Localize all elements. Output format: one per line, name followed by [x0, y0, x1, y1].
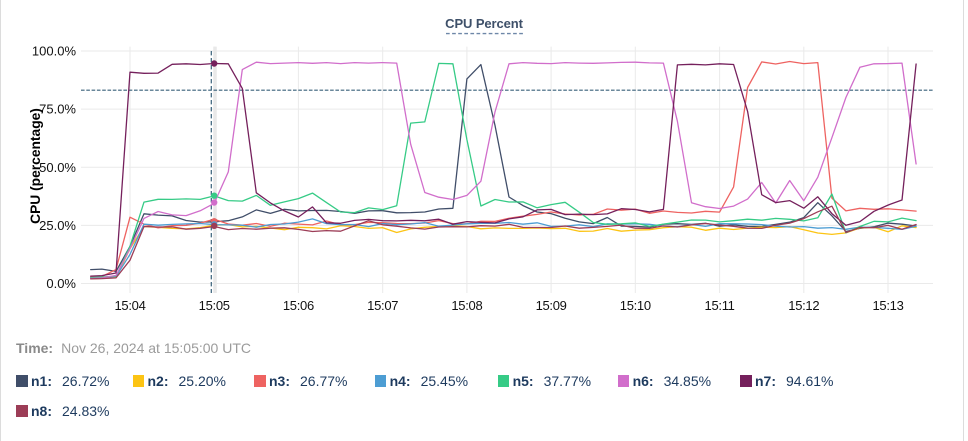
svg-text:15:12: 15:12	[788, 298, 819, 313]
svg-text:15:11: 15:11	[705, 298, 735, 313]
svg-text:0.0%: 0.0%	[46, 276, 76, 291]
svg-text:50.0%: 50.0%	[39, 160, 76, 175]
svg-text:15:09: 15:09	[536, 298, 567, 313]
svg-text:15:05: 15:05	[199, 298, 230, 313]
svg-text:15:04: 15:04	[114, 298, 145, 313]
svg-text:15:10: 15:10	[620, 298, 651, 313]
svg-text:25.0%: 25.0%	[39, 218, 76, 233]
svg-text:CPU (percentage): CPU (percentage)	[28, 108, 43, 224]
svg-text:100.0%: 100.0%	[32, 44, 77, 59]
svg-text:75.0%: 75.0%	[39, 102, 76, 117]
svg-text:15:08: 15:08	[451, 298, 482, 313]
svg-text:15:13: 15:13	[872, 298, 903, 313]
svg-text:15:06: 15:06	[283, 298, 314, 313]
svg-text:15:07: 15:07	[367, 298, 398, 313]
